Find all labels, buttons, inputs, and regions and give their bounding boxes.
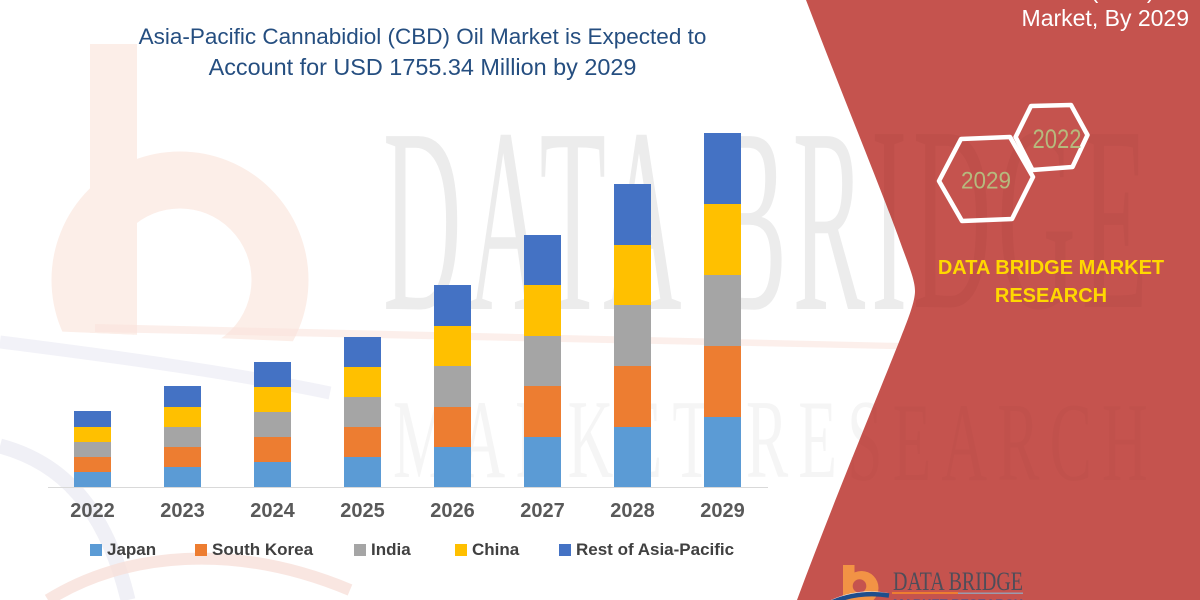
svg-text:DATA BRIDGE: DATA BRIDGE [893,567,1023,596]
svg-text:2022: 2022 [1033,124,1082,154]
svg-text:2029: 2029 [961,168,1011,195]
svg-text:MARKET RESEARCH: MARKET RESEARCH [893,598,1023,600]
